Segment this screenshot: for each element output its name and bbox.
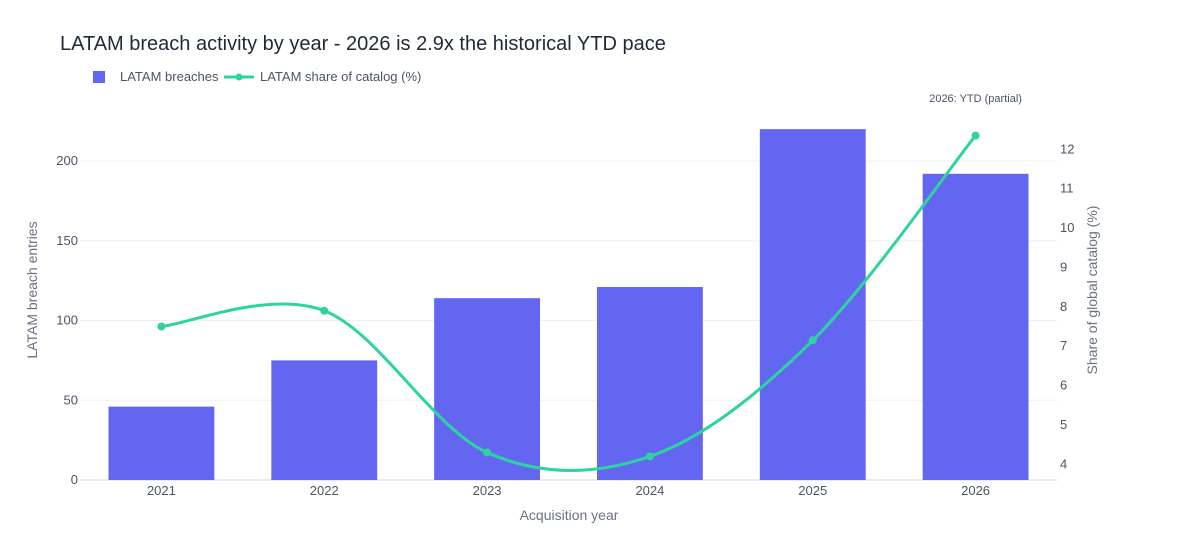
x-axis-title: Acquisition year bbox=[520, 507, 619, 523]
gridlines bbox=[80, 160, 1057, 481]
share-line bbox=[161, 134, 977, 473]
y2-tick-label: 8 bbox=[1060, 299, 1067, 314]
y-axis-title: LATAM breach entries bbox=[24, 221, 40, 358]
line-point[interactable] bbox=[645, 452, 654, 461]
legend-bar-label: LATAM breaches bbox=[120, 69, 219, 84]
axes: 0 50 100 150 200 4 5 6 7 8 9 10 11 12 2021 2022 2023 2024… bbox=[56, 141, 1074, 498]
y2-tick-label: 5 bbox=[1060, 417, 1067, 432]
bar[interactable] bbox=[271, 360, 378, 480]
y2-tick-label: 9 bbox=[1060, 259, 1067, 274]
y2-axis-title: Share of global catalog (%) bbox=[1084, 206, 1100, 375]
bar[interactable] bbox=[759, 129, 866, 480]
bar[interactable] bbox=[922, 173, 1029, 481]
line-point[interactable] bbox=[320, 306, 329, 315]
y2-tick-label: 10 bbox=[1060, 220, 1074, 235]
x-tick-label: 2026 bbox=[961, 483, 990, 498]
line-point[interactable] bbox=[483, 448, 492, 457]
bar[interactable] bbox=[596, 287, 703, 480]
annotation-ytd: 2026: YTD (partial) bbox=[929, 93, 1022, 105]
y-tick-label: 200 bbox=[56, 153, 78, 168]
bar-series bbox=[108, 129, 1029, 481]
x-tick-label: 2022 bbox=[310, 483, 339, 498]
y2-tick-label: 7 bbox=[1060, 338, 1067, 353]
y2-tick-label: 11 bbox=[1060, 181, 1074, 196]
line-series bbox=[157, 131, 980, 473]
chart-title: LATAM breach activity by year - 2026 is … bbox=[60, 33, 666, 55]
line-point[interactable] bbox=[971, 131, 980, 140]
x-tick-label: 2021 bbox=[147, 483, 176, 498]
x-tick-label: 2025 bbox=[798, 483, 827, 498]
line-point[interactable] bbox=[808, 336, 817, 345]
legend-bar-swatch bbox=[93, 71, 105, 83]
y-tick-label: 100 bbox=[56, 313, 78, 328]
legend-line-label: LATAM share of catalog (%) bbox=[260, 69, 421, 84]
legend-item-line[interactable]: LATAM share of catalog (%) bbox=[224, 69, 421, 84]
x-tick-label: 2023 bbox=[473, 483, 502, 498]
y-tick-label: 50 bbox=[64, 392, 78, 407]
x-tick-label: 2024 bbox=[635, 483, 664, 498]
legend-item-bars[interactable]: LATAM breaches bbox=[93, 69, 219, 84]
y2-tick-label: 4 bbox=[1060, 456, 1067, 471]
legend-line-marker bbox=[235, 73, 243, 81]
y2-tick-label: 6 bbox=[1060, 378, 1067, 393]
bar[interactable] bbox=[108, 406, 215, 480]
y-tick-label: 150 bbox=[56, 233, 78, 248]
y2-tick-label: 12 bbox=[1060, 141, 1074, 156]
line-point[interactable] bbox=[157, 322, 166, 331]
legend: LATAM breaches LATAM share of catalog (%… bbox=[93, 69, 421, 84]
y-tick-label: 0 bbox=[71, 472, 78, 487]
